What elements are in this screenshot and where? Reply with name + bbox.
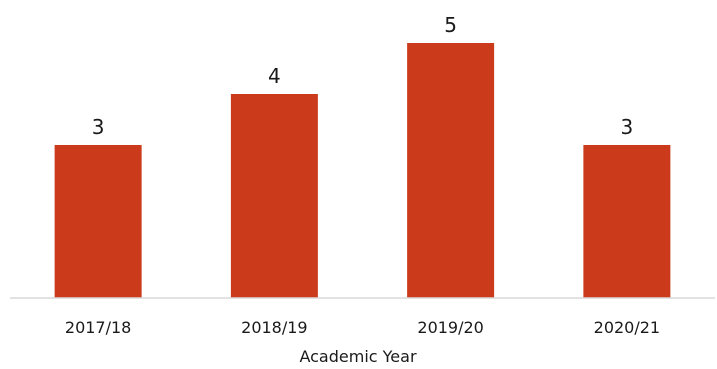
data-label-2019-20: 5 (444, 13, 457, 37)
data-label-2018-19: 4 (268, 64, 281, 88)
data-label-2017-18: 3 (92, 115, 105, 139)
data-label-2020-21: 3 (621, 115, 634, 139)
x-tick-labels-layer: 2017/18 2018/19 2019/20 2020/21 (65, 318, 660, 337)
bars-layer (54, 43, 671, 298)
x-tick-label-2020-21: 2020/21 (594, 318, 660, 337)
x-axis-title: Academic Year (299, 347, 416, 366)
bar-2019-20 (407, 43, 495, 298)
bar-2017-18 (54, 145, 142, 298)
x-tick-label-2019-20: 2019/20 (417, 318, 483, 337)
x-tick-label-2018-19: 2018/19 (241, 318, 307, 337)
x-tick-label-2017-18: 2017/18 (65, 318, 131, 337)
bar-2020-21 (583, 145, 671, 298)
bar-2018-19 (230, 94, 318, 298)
data-labels-layer: 3 4 5 3 (92, 13, 633, 139)
